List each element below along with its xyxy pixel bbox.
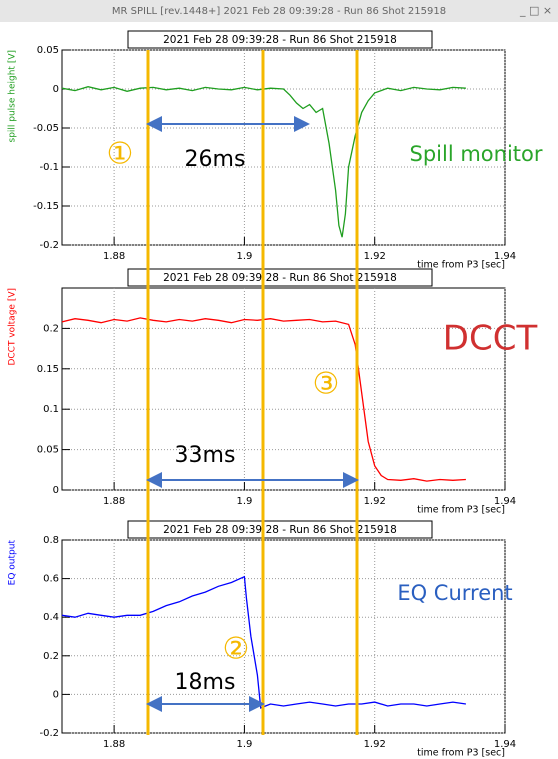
- y-tick-label: 0.05: [37, 45, 59, 56]
- title-bar: [0, 0, 558, 22]
- window-title: MR SPILL [rev.1448+] 2021 Feb 28 09:39:2…: [112, 6, 446, 17]
- y-tick-label: 0.15: [37, 364, 59, 375]
- y-tick-label: -0.2: [39, 240, 59, 251]
- plot-frame: [61, 287, 506, 491]
- x-tick-label: 1.92: [364, 739, 386, 750]
- y-tick-label: -0.1: [39, 162, 59, 173]
- plot-frame: [61, 539, 506, 734]
- y-axis-title: spill pulse height [V]: [8, 50, 18, 143]
- x-tick-label: 1.88: [103, 739, 125, 750]
- x-tick-label: 1.94: [494, 739, 516, 750]
- annotation: EQ Current: [397, 581, 512, 605]
- x-tick-label: 1.92: [364, 496, 386, 507]
- chart-title: 2021 Feb 28 09:39:28 - Run 86 Shot 21591…: [163, 524, 397, 536]
- window-controls[interactable]: _ □ ×: [519, 4, 552, 17]
- y-tick-label: 0: [53, 485, 59, 496]
- x-axis-title: time from P3 [sec]: [417, 260, 505, 271]
- x-tick-label: 1.9: [236, 739, 252, 750]
- y-tick-label: 0.1: [43, 404, 59, 415]
- chart-title: 2021 Feb 28 09:39:28 - Run 86 Shot 21591…: [163, 34, 397, 46]
- y-tick-label: 0: [53, 689, 59, 700]
- plot-frame: [61, 49, 506, 246]
- y-tick-label: -0.2: [39, 728, 59, 739]
- markers: [146, 50, 359, 735]
- annotation: ③: [313, 367, 340, 402]
- x-tick-label: 1.94: [494, 251, 516, 262]
- x-tick-label: 1.9: [236, 251, 252, 262]
- y-tick-label: -0.15: [33, 201, 59, 212]
- annotation: Spill monitor: [409, 142, 542, 166]
- y-tick-label: 0: [53, 84, 59, 95]
- x-axis-title: time from P3 [sec]: [417, 748, 505, 759]
- y-tick-label: 0.8: [43, 535, 59, 546]
- x-axis-title: time from P3 [sec]: [417, 505, 505, 516]
- data-line: [61, 317, 466, 482]
- y-tick-label: 0.05: [37, 445, 59, 456]
- chart-title: 2021 Feb 28 09:39:28 - Run 86 Shot 21591…: [163, 272, 397, 284]
- x-tick-label: 1.88: [103, 251, 125, 262]
- arrows: [146, 116, 359, 712]
- y-axis-title: DCCT voltage [V]: [8, 288, 18, 366]
- annotation: 26ms: [185, 147, 246, 172]
- y-tick-label: 0.6: [43, 574, 59, 585]
- annotation: ②: [223, 632, 250, 667]
- x-tick-label: 1.9: [236, 496, 252, 507]
- x-tick-label: 1.92: [364, 251, 386, 262]
- y-tick-label: 0.4: [43, 612, 59, 623]
- x-tick-label: 1.88: [103, 496, 125, 507]
- data-line: [61, 575, 466, 709]
- y-axis-title: EQ output: [8, 540, 18, 586]
- annotation: DCCT: [443, 319, 538, 359]
- annotation: 33ms: [175, 443, 236, 468]
- annotation: 18ms: [175, 670, 236, 695]
- title-box: [127, 30, 433, 49]
- x-tick-label: 1.94: [494, 496, 516, 507]
- y-tick-label: -0.05: [33, 123, 59, 134]
- annotation: ①: [107, 137, 134, 172]
- y-tick-label: 0.2: [43, 323, 59, 334]
- y-tick-label: 0.2: [43, 651, 59, 662]
